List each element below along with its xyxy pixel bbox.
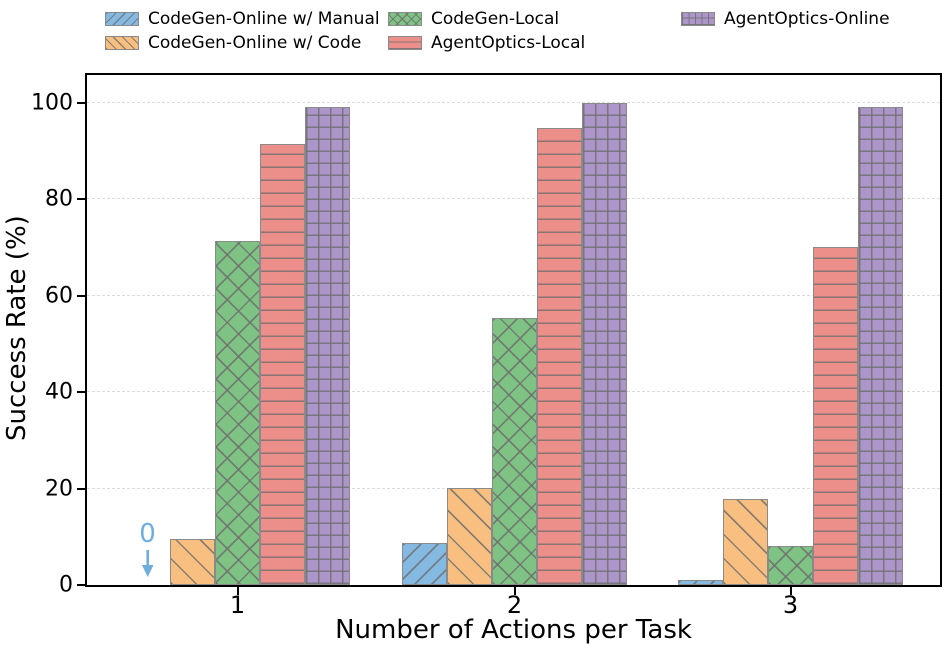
legend-column: CodeGen-Online w/ Manual CodeGen-Online w… bbox=[105, 10, 380, 52]
zero-value-annotation: 0 bbox=[139, 521, 156, 578]
y-tick-label: 0 bbox=[59, 572, 73, 598]
legend-swatch bbox=[105, 36, 139, 50]
x-tick-label: 3 bbox=[782, 591, 799, 619]
bar-agentoptics-local-group-3 bbox=[813, 246, 858, 585]
y-tick-label: 80 bbox=[45, 186, 73, 212]
legend-label: AgentOptics-Local bbox=[431, 33, 586, 53]
x-tick-label: 1 bbox=[229, 591, 246, 619]
bar-agentoptics-online-group-2 bbox=[582, 102, 627, 585]
bar-codegen-online-w-code-group-1 bbox=[170, 539, 215, 585]
bar-codegen-local-group-1 bbox=[215, 241, 260, 585]
legend-label: CodeGen-Online w/ Manual bbox=[148, 9, 380, 29]
legend-item: CodeGen-Local bbox=[388, 10, 585, 28]
y-tick-mark bbox=[77, 584, 85, 586]
gridline bbox=[87, 294, 940, 296]
legend-column: CodeGen-Local AgentOptics-Local bbox=[388, 10, 585, 52]
legend-item: CodeGen-Online w/ Manual bbox=[105, 10, 380, 28]
y-tick-label: 40 bbox=[45, 379, 73, 405]
bar-codegen-local-group-2 bbox=[492, 317, 537, 585]
y-tick-mark bbox=[77, 101, 85, 104]
y-tick-mark bbox=[77, 198, 85, 200]
bar-agentoptics-online-group-3 bbox=[858, 106, 903, 585]
bar-agentoptics-local-group-1 bbox=[260, 144, 305, 585]
legend-item: AgentOptics-Local bbox=[388, 34, 585, 52]
x-axis-label: Number of Actions per Task bbox=[335, 615, 692, 645]
y-tick-mark bbox=[77, 487, 85, 490]
x-tick-label: 2 bbox=[506, 591, 523, 619]
y-tick-mark bbox=[77, 294, 85, 297]
x-tick-mark bbox=[789, 587, 792, 595]
legend-label: CodeGen-Local bbox=[431, 9, 560, 29]
x-tick-mark bbox=[513, 587, 516, 595]
legend-swatch bbox=[388, 12, 422, 26]
y-axis-label: Success Rate (%) bbox=[2, 215, 32, 441]
y-tick-label: 20 bbox=[45, 476, 73, 501]
zero-annotation-text: 0 bbox=[139, 519, 156, 549]
bar-codegen-online-w-code-group-2 bbox=[447, 488, 492, 585]
y-tick-mark bbox=[77, 391, 85, 393]
legend-label: CodeGen-Online w/ Code bbox=[148, 33, 362, 53]
x-tick-mark bbox=[236, 587, 239, 595]
y-tick-label: 60 bbox=[45, 283, 73, 308]
bar-agentoptics-local-group-2 bbox=[537, 128, 582, 585]
bar-codegen-online-w-code-group-3 bbox=[723, 498, 768, 585]
legend-column: AgentOptics-Online bbox=[681, 10, 890, 28]
legend-swatch bbox=[388, 36, 422, 50]
bar-codegen-online-w-manual-group-2 bbox=[402, 543, 447, 585]
plot-area bbox=[85, 73, 942, 587]
legend-swatch bbox=[681, 12, 715, 26]
bar-agentoptics-online-group-1 bbox=[305, 107, 350, 585]
gridline bbox=[87, 198, 940, 199]
legend-label: AgentOptics-Online bbox=[724, 9, 890, 29]
legend-swatch bbox=[105, 12, 139, 26]
bar-codegen-online-w-manual-group-3 bbox=[678, 579, 723, 585]
bar-codegen-local-group-3 bbox=[768, 546, 813, 585]
gridline bbox=[87, 101, 940, 103]
y-tick-label: 100 bbox=[31, 90, 73, 115]
legend-item: AgentOptics-Online bbox=[681, 10, 890, 28]
legend-item: CodeGen-Online w/ Code bbox=[105, 34, 380, 52]
down-arrow-icon bbox=[141, 550, 154, 577]
